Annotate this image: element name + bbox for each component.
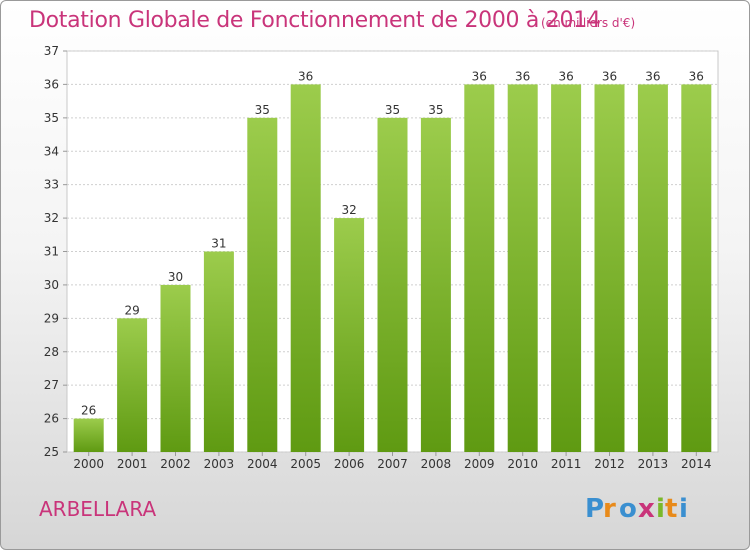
x-tick-label-2012: 2012	[594, 457, 625, 471]
bar-2002	[160, 284, 191, 452]
y-tick-label: 31	[44, 245, 59, 259]
bar-2006	[334, 218, 365, 452]
svg-text:x: x	[638, 494, 655, 524]
x-tick-label-2010: 2010	[507, 457, 538, 471]
bar-2004	[247, 117, 278, 452]
x-tick-label-2006: 2006	[334, 457, 365, 471]
bar-2009	[464, 84, 495, 453]
bar-2014	[681, 84, 712, 453]
x-tick-label-2007: 2007	[377, 457, 408, 471]
value-label-2003: 31	[211, 237, 226, 251]
bar-2001	[117, 318, 148, 452]
svg-text:i: i	[656, 494, 665, 524]
value-label-2009: 36	[472, 69, 487, 83]
bar-2007	[377, 117, 408, 452]
bar-2011	[551, 84, 582, 453]
value-label-2008: 35	[428, 103, 443, 117]
y-tick-label: 32	[44, 211, 59, 225]
bars: 26 29 30 31 35 36 32 35 35 36 36 36 36 36 36	[73, 69, 712, 453]
proxiti-logo: P r o x i t i	[585, 494, 688, 524]
x-tick-label-2001: 2001	[117, 457, 148, 471]
x-tick-label-2008: 2008	[421, 457, 452, 471]
value-label-2002: 30	[168, 270, 183, 284]
value-label-2007: 35	[385, 103, 400, 117]
svg-text:i: i	[679, 494, 688, 524]
value-label-2006: 32	[341, 203, 356, 217]
value-label-2001: 29	[124, 303, 139, 317]
x-axis: 2000 2001 2002 2003 2004 2005 2006 2007 2008 2009…	[73, 452, 712, 471]
y-tick-label: 37	[44, 44, 59, 58]
bar-2013	[637, 84, 668, 453]
x-tick-label-2014: 2014	[681, 457, 712, 471]
x-tick-label-2003: 2003	[204, 457, 235, 471]
value-label-2000: 26	[81, 404, 96, 418]
y-tick-label: 35	[44, 111, 59, 125]
y-tick-label: 29	[44, 311, 59, 325]
value-label-2013: 36	[645, 69, 660, 83]
commune-name: ARBELLARA	[39, 497, 157, 521]
y-tick-label: 33	[44, 178, 59, 192]
svg-text:t: t	[665, 494, 677, 524]
y-tick-label: 34	[44, 144, 59, 158]
y-tick-label: 25	[44, 445, 59, 459]
x-tick-label-2013: 2013	[638, 457, 669, 471]
bar-2000	[73, 418, 104, 452]
bar-2003	[203, 251, 234, 452]
x-tick-label-2005: 2005	[290, 457, 321, 471]
bar-2005	[290, 84, 321, 453]
x-tick-label-2004: 2004	[247, 457, 278, 471]
bar-2012	[594, 84, 625, 453]
bar-2008	[420, 117, 451, 452]
value-label-2011: 36	[558, 69, 573, 83]
value-label-2012: 36	[602, 69, 617, 83]
bar-2010	[507, 84, 538, 453]
value-label-2004: 35	[255, 103, 270, 117]
svg-text:r: r	[603, 494, 616, 524]
y-axis: 25 26 27 28 29 30 31 32 33 34 35 36 37	[44, 44, 67, 459]
y-tick-label: 26	[44, 412, 59, 426]
y-tick-label: 30	[44, 278, 59, 292]
x-tick-label-2000: 2000	[73, 457, 104, 471]
x-tick-label-2011: 2011	[551, 457, 582, 471]
unit-label: (en milliers d'€)	[541, 16, 636, 30]
value-label-2010: 36	[515, 69, 530, 83]
chart-title: Dotation Globale de Fonctionnement de 20…	[29, 8, 601, 33]
y-tick-label: 27	[44, 378, 59, 392]
svg-text:o: o	[619, 494, 637, 524]
svg-text:P: P	[585, 494, 604, 524]
x-tick-label-2002: 2002	[160, 457, 191, 471]
y-tick-label: 36	[44, 77, 59, 91]
x-tick-label-2009: 2009	[464, 457, 495, 471]
value-label-2014: 36	[689, 69, 704, 83]
y-tick-label: 28	[44, 345, 59, 359]
value-label-2005: 36	[298, 69, 313, 83]
